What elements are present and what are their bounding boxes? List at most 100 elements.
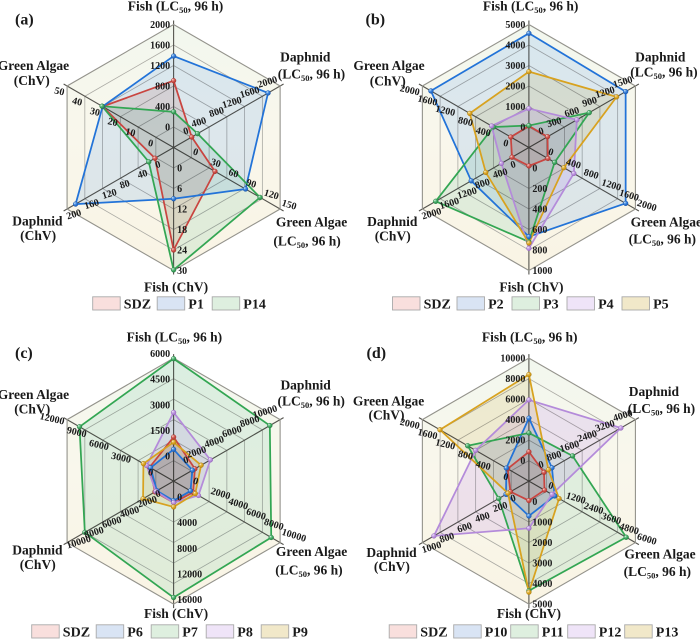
svg-text:16000: 16000 [177, 595, 202, 606]
svg-text:0: 0 [182, 455, 190, 467]
svg-text:(ChV): (ChV) [14, 73, 50, 88]
svg-text:P10: P10 [485, 626, 508, 641]
svg-text:1200: 1200 [434, 104, 456, 119]
svg-text:12000: 12000 [177, 569, 202, 580]
svg-text:18: 18 [177, 225, 187, 236]
svg-text:1000: 1000 [532, 518, 552, 529]
svg-text:12: 12 [177, 205, 187, 216]
svg-text:600: 600 [532, 225, 547, 236]
svg-text:Fish (LC50, 96 h): Fish (LC50, 96 h) [482, 329, 578, 346]
svg-text:0: 0 [177, 493, 182, 504]
svg-text:400: 400 [475, 125, 492, 139]
svg-text:Green Algae: Green Algae [353, 393, 424, 408]
svg-text:5000: 5000 [505, 20, 525, 31]
svg-text:SDZ: SDZ [63, 626, 90, 641]
svg-text:0: 0 [532, 497, 537, 508]
svg-text:0: 0 [177, 164, 182, 175]
svg-text:0: 0 [532, 164, 537, 175]
svg-text:800: 800 [582, 167, 600, 182]
svg-text:300: 300 [546, 115, 564, 130]
svg-text:(ChV): (ChV) [20, 557, 56, 572]
svg-text:150: 150 [280, 198, 298, 213]
svg-text:Green Algae: Green Algae [0, 58, 69, 73]
svg-text:800: 800 [474, 177, 492, 192]
svg-text:(ChV): (ChV) [375, 229, 411, 244]
svg-text:(a): (a) [15, 12, 34, 29]
svg-text:6000: 6000 [505, 395, 525, 406]
svg-text:(ChV): (ChV) [14, 402, 50, 417]
svg-text:20: 20 [106, 116, 118, 129]
svg-text:6: 6 [177, 184, 182, 195]
svg-text:6000: 6000 [150, 349, 170, 360]
svg-text:(LC50, 96 h): (LC50, 96 h) [278, 394, 345, 411]
svg-text:60: 60 [227, 167, 240, 180]
svg-text:8000: 8000 [505, 374, 525, 385]
svg-text:0: 0 [509, 159, 517, 171]
svg-text:0: 0 [537, 459, 545, 471]
svg-text:P7: P7 [182, 626, 198, 641]
svg-text:0: 0 [509, 493, 517, 505]
svg-text:Green Algae: Green Algae [631, 214, 700, 229]
svg-text:0: 0 [520, 123, 525, 134]
svg-text:0: 0 [191, 476, 199, 488]
svg-text:400: 400 [474, 510, 492, 525]
svg-text:(d): (d) [367, 345, 387, 362]
svg-text:0: 0 [520, 456, 525, 467]
svg-text:30: 30 [209, 157, 222, 170]
svg-text:4000: 4000 [532, 579, 552, 590]
svg-text:Daphnid: Daphnid [366, 545, 417, 560]
svg-text:Daphnid: Daphnid [280, 49, 331, 64]
svg-text:900: 900 [581, 95, 599, 110]
svg-text:2000: 2000 [505, 436, 525, 447]
svg-text:50: 50 [53, 85, 65, 98]
svg-text:0: 0 [154, 488, 162, 500]
svg-text:Fish (LC50, 96 h): Fish (LC50, 96 h) [127, 329, 223, 346]
svg-text:(LC50, 96 h): (LC50, 96 h) [629, 232, 696, 249]
svg-text:3000: 3000 [505, 61, 525, 72]
svg-text:1500: 1500 [150, 426, 170, 437]
svg-text:4000: 4000 [505, 41, 525, 52]
svg-text:10000: 10000 [500, 354, 525, 365]
svg-text:Fish (ChV): Fish (ChV) [144, 606, 208, 621]
svg-text:(LC50, 96 h): (LC50, 96 h) [628, 401, 695, 418]
svg-text:P3: P3 [543, 297, 559, 312]
svg-text:800: 800 [546, 449, 564, 464]
svg-text:120: 120 [101, 187, 119, 202]
svg-text:(ChV): (ChV) [374, 559, 410, 574]
svg-text:30: 30 [177, 266, 187, 277]
svg-text:0: 0 [165, 123, 170, 134]
svg-text:800: 800 [438, 531, 456, 546]
svg-text:1000: 1000 [505, 102, 525, 113]
svg-text:1000: 1000 [532, 266, 552, 277]
svg-text:400: 400 [475, 459, 492, 473]
svg-text:P12: P12 [599, 626, 622, 641]
svg-text:200: 200 [532, 184, 547, 195]
svg-text:P5: P5 [653, 297, 669, 312]
svg-text:4000: 4000 [177, 518, 197, 529]
svg-text:P4: P4 [598, 297, 614, 312]
svg-text:0: 0 [147, 467, 154, 479]
svg-text:(ChV): (ChV) [20, 228, 56, 243]
svg-text:(ChV): (ChV) [370, 74, 406, 89]
svg-text:6000: 6000 [88, 438, 110, 453]
svg-text:3000: 3000 [532, 559, 552, 570]
svg-text:(LC50, 96 h): (LC50, 96 h) [630, 65, 697, 82]
svg-text:400: 400 [565, 157, 583, 172]
svg-text:(c): (c) [15, 345, 33, 362]
svg-text:Green Algae: Green Algae [0, 387, 69, 402]
svg-text:0: 0 [537, 126, 545, 138]
svg-text:9000: 9000 [66, 425, 88, 440]
svg-text:Green Algae: Green Algae [276, 544, 347, 559]
svg-text:400: 400 [190, 115, 208, 130]
svg-text:90: 90 [245, 177, 258, 190]
svg-text:400: 400 [532, 205, 547, 216]
svg-text:2000: 2000 [532, 538, 552, 549]
svg-text:4500: 4500 [150, 375, 170, 386]
svg-text:10: 10 [124, 126, 136, 139]
svg-text:800: 800 [457, 115, 474, 129]
svg-text:Fish (ChV): Fish (ChV) [499, 280, 563, 295]
svg-text:400: 400 [492, 166, 510, 181]
svg-text:80: 80 [119, 178, 132, 191]
svg-text:200: 200 [492, 500, 510, 515]
svg-text:600: 600 [456, 521, 474, 536]
